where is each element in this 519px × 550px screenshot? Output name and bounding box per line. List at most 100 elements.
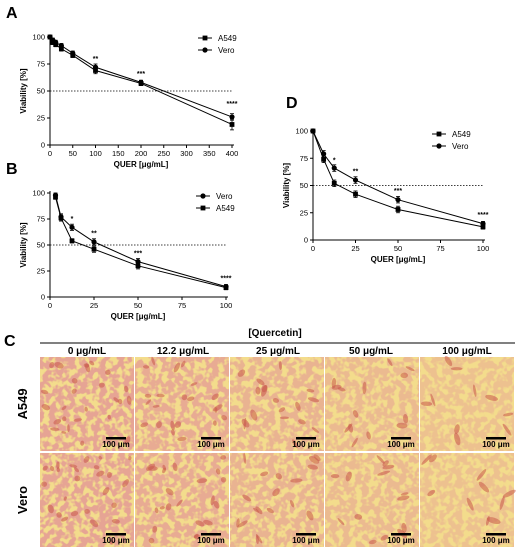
cell-shape-a549-12 bbox=[142, 365, 150, 369]
cell-shape-a549-50 bbox=[351, 437, 358, 448]
column-header-12: 12.2 μg/mL bbox=[157, 346, 209, 357]
y-tick-label-b: 50 bbox=[37, 241, 45, 250]
y-tick-label-b: 100 bbox=[32, 189, 45, 198]
cell-shape-a549-12 bbox=[144, 393, 152, 398]
legend-marker-vero-d bbox=[436, 143, 442, 149]
y-tick-label-b: 0 bbox=[41, 293, 45, 302]
cell-shape-a549-12 bbox=[152, 405, 160, 408]
y-tick-label-d: 100 bbox=[295, 127, 308, 136]
cell-shape-a549-25 bbox=[241, 419, 250, 428]
cell-shape-vero-25 bbox=[272, 488, 280, 497]
cell-shape-a549-0 bbox=[49, 362, 55, 369]
legend-label-a549-d: A549 bbox=[452, 130, 471, 139]
cell-shape-vero-0 bbox=[128, 456, 132, 461]
x-tick-label-a: 100 bbox=[89, 149, 102, 158]
cell-shape-a549-12 bbox=[174, 421, 182, 428]
y-tick-label-b: 25 bbox=[37, 267, 45, 276]
cell-shape-vero-50 bbox=[345, 471, 352, 482]
cell-shape-vero-25 bbox=[260, 471, 269, 477]
cell-shape-a549-50 bbox=[337, 387, 346, 392]
cell-shape-vero-100 bbox=[466, 497, 474, 511]
column-header-25: 25 μg/mL bbox=[256, 346, 300, 357]
cell-shape-a549-12 bbox=[145, 399, 152, 405]
data-point-a549-a bbox=[229, 122, 235, 127]
data-point-vero-d bbox=[310, 128, 316, 134]
micrograph-grid: 100 μm 100 μm 100 μm 100 μm 100 μm 100 μm 100 … bbox=[40, 355, 516, 547]
series-line-vero-b bbox=[55, 194, 227, 288]
cell-shape-a549-0 bbox=[41, 404, 51, 411]
column-header-50: 50 μg/mL bbox=[349, 346, 393, 357]
cell-shape-a549-12 bbox=[190, 382, 198, 386]
cell-shape-a549-0 bbox=[53, 419, 62, 425]
cell-shape-vero-0 bbox=[41, 481, 48, 487]
cell-shape-vero-12 bbox=[152, 525, 158, 533]
cell-shape-a549-12 bbox=[170, 420, 175, 431]
cell-shape-a549-0 bbox=[84, 406, 88, 412]
series-line-vero-d bbox=[312, 130, 484, 225]
data-point-vero-b bbox=[69, 224, 75, 230]
cell-shape-vero-12 bbox=[220, 477, 227, 483]
cell-shape-a549-0 bbox=[117, 398, 123, 405]
data-point-vero-b bbox=[91, 239, 97, 245]
x-tick-label-b: 25 bbox=[90, 301, 98, 310]
x-tick-label-b: 75 bbox=[178, 301, 186, 310]
cell-shape-vero-0 bbox=[102, 487, 110, 496]
cell-shape-vero-0 bbox=[70, 510, 79, 517]
cell-shape-a549-0 bbox=[126, 395, 132, 405]
data-point-vero-d bbox=[321, 151, 327, 157]
row-label-a549: A549 bbox=[15, 388, 30, 419]
cell-shape-a549-100 bbox=[503, 412, 514, 417]
y-axis-title-b: Viability [%] bbox=[19, 222, 28, 268]
column-header-100: 100 μg/mL bbox=[442, 346, 491, 357]
legend-marker-a549-a bbox=[202, 35, 208, 41]
scale-bar-label-vero-50: 100 μm bbox=[387, 536, 415, 545]
cell-shape-a549-12 bbox=[214, 407, 218, 413]
cell-shape-a549-0 bbox=[61, 431, 67, 434]
cell-shape-a549-0 bbox=[71, 388, 77, 394]
cell-shape-vero-50 bbox=[380, 534, 389, 541]
cell-shape-a549-25 bbox=[256, 378, 265, 386]
cell-shape-a549-100 bbox=[454, 424, 460, 434]
x-tick-label-a: 50 bbox=[69, 149, 77, 158]
cell-shape-vero-50 bbox=[377, 470, 391, 476]
cell-shape-vero-0 bbox=[56, 461, 60, 469]
significance-label-d: ** bbox=[353, 169, 359, 176]
cell-shape-vero-100 bbox=[478, 481, 490, 493]
cell-shape-vero-25 bbox=[243, 452, 247, 464]
cell-shape-a549-12 bbox=[181, 394, 188, 401]
cell-shape-vero-0 bbox=[42, 465, 48, 471]
cell-shape-vero-0 bbox=[63, 496, 67, 501]
cell-shape-a549-12 bbox=[181, 360, 186, 368]
data-point-vero-a bbox=[58, 43, 64, 49]
cell-shape-vero-0 bbox=[98, 455, 103, 460]
cell-texture-a549-25 bbox=[230, 357, 324, 451]
cell-shape-a549-0 bbox=[54, 362, 64, 369]
data-point-vero-d bbox=[480, 221, 486, 227]
data-point-vero-d bbox=[395, 197, 401, 203]
y-tick-label-a: 0 bbox=[41, 141, 45, 150]
cell-shape-vero-25 bbox=[237, 520, 248, 528]
cell-shape-vero-12 bbox=[148, 537, 155, 544]
cell-shape-a549-12 bbox=[171, 429, 175, 436]
significance-label-a: ** bbox=[93, 56, 99, 63]
cell-shape-a549-12 bbox=[140, 422, 149, 428]
panel-label-b: B bbox=[6, 161, 18, 178]
legend-marker-a549-d bbox=[436, 131, 442, 137]
legend-label-vero-a: Vero bbox=[218, 46, 235, 55]
micrograph-panel: [Quercetin] 0 μg/mL 12.2 μg/mL 25 μg/mL … bbox=[15, 328, 516, 547]
cell-shape-vero-25 bbox=[290, 478, 303, 483]
scale-bar-a549-50 bbox=[391, 437, 411, 440]
cell-shape-vero-25 bbox=[255, 506, 263, 515]
cell-shape-vero-0 bbox=[106, 471, 112, 478]
cell-shape-a549-0 bbox=[80, 440, 85, 446]
legend-marker-a549-b bbox=[200, 205, 206, 211]
cell-texture-a549-0 bbox=[40, 357, 134, 451]
cell-shape-a549-12 bbox=[156, 393, 165, 398]
data-point-a549-d bbox=[331, 180, 337, 186]
chart-panel-b: 0 25 50 75 100 0 25 50 75 100 QUER [μg/mL] Viabilit… bbox=[19, 189, 235, 322]
x-tick-label-d: 100 bbox=[477, 244, 490, 253]
x-tick-label-a: 0 bbox=[48, 149, 52, 158]
cell-shape-vero-25 bbox=[242, 494, 252, 502]
cell-shape-vero-0 bbox=[109, 539, 114, 545]
cell-shape-vero-100 bbox=[486, 517, 501, 525]
